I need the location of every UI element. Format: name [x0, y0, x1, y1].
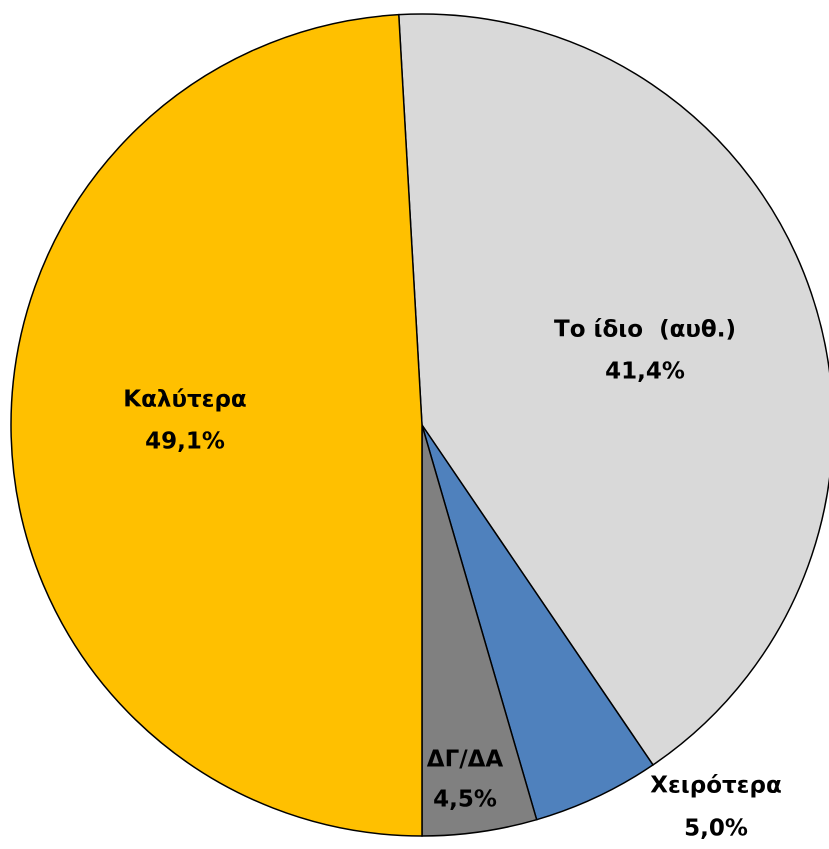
pie-slice — [397, 13, 829, 766]
slice-label: Χειρότερα — [650, 773, 782, 799]
value-label: 41,4% — [605, 359, 685, 385]
slice-label: Το ίδιο (αυθ.) — [554, 317, 736, 343]
pie-slice — [10, 13, 423, 837]
value-label: 49,1% — [145, 429, 225, 455]
slice-label: ΔΓ/ΔΑ — [427, 747, 504, 773]
slice-label: Καλύτερα — [123, 387, 246, 413]
value-label: 4,5% — [433, 787, 497, 813]
value-label: 5,0% — [684, 816, 748, 842]
